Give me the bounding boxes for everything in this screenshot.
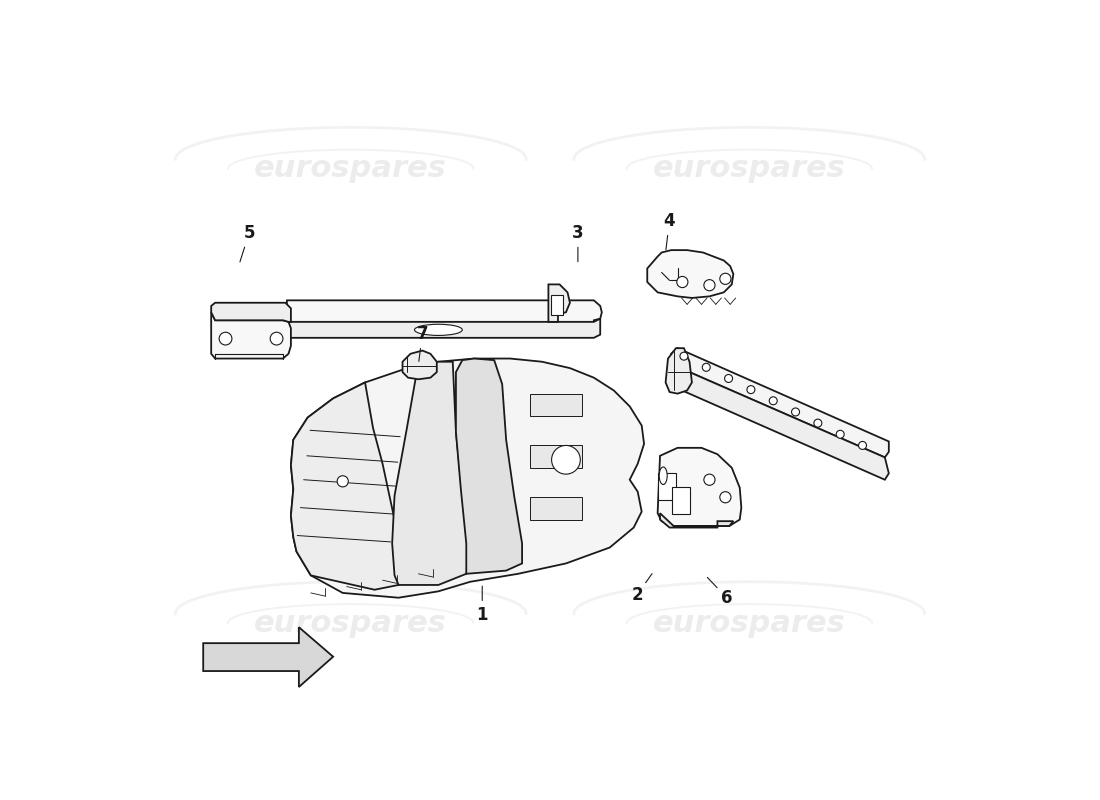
Polygon shape [403, 350, 437, 379]
Polygon shape [658, 448, 741, 526]
Text: eurospares: eurospares [254, 154, 447, 183]
Circle shape [719, 492, 732, 503]
Ellipse shape [415, 324, 462, 335]
Circle shape [814, 419, 822, 427]
Polygon shape [549, 285, 570, 322]
Polygon shape [290, 358, 645, 598]
Bar [551, 294, 563, 314]
Circle shape [337, 476, 349, 487]
Polygon shape [647, 250, 734, 298]
Text: eurospares: eurospares [653, 154, 846, 183]
Polygon shape [211, 312, 290, 358]
Bar [659, 474, 676, 501]
Polygon shape [671, 364, 889, 480]
Polygon shape [666, 348, 692, 394]
Circle shape [704, 280, 715, 290]
Circle shape [271, 332, 283, 345]
Polygon shape [287, 300, 602, 322]
Circle shape [704, 474, 715, 486]
Bar [530, 394, 582, 416]
Polygon shape [392, 362, 471, 585]
Ellipse shape [659, 467, 668, 485]
Polygon shape [287, 318, 601, 338]
Text: 5: 5 [243, 224, 255, 242]
Bar [672, 487, 690, 514]
Polygon shape [204, 627, 333, 687]
Circle shape [769, 397, 778, 405]
Polygon shape [660, 514, 734, 527]
Circle shape [858, 442, 867, 450]
Circle shape [676, 277, 688, 287]
Text: 4: 4 [663, 212, 675, 230]
Circle shape [719, 274, 732, 285]
Circle shape [836, 430, 844, 438]
Text: eurospares: eurospares [254, 609, 447, 638]
Polygon shape [211, 302, 290, 322]
Polygon shape [671, 348, 889, 458]
Text: 7: 7 [417, 325, 428, 343]
Text: 3: 3 [572, 223, 584, 242]
Circle shape [219, 332, 232, 345]
Polygon shape [455, 358, 522, 574]
Text: 2: 2 [631, 586, 644, 604]
Text: eurospares: eurospares [653, 609, 846, 638]
Polygon shape [290, 382, 398, 590]
Bar [530, 498, 582, 519]
Circle shape [680, 352, 688, 360]
Bar [530, 446, 582, 468]
Circle shape [725, 374, 733, 382]
Circle shape [792, 408, 800, 416]
Text: 6: 6 [722, 590, 733, 607]
Text: 1: 1 [476, 606, 488, 624]
Circle shape [747, 386, 755, 394]
Circle shape [702, 363, 711, 371]
Circle shape [551, 446, 581, 474]
